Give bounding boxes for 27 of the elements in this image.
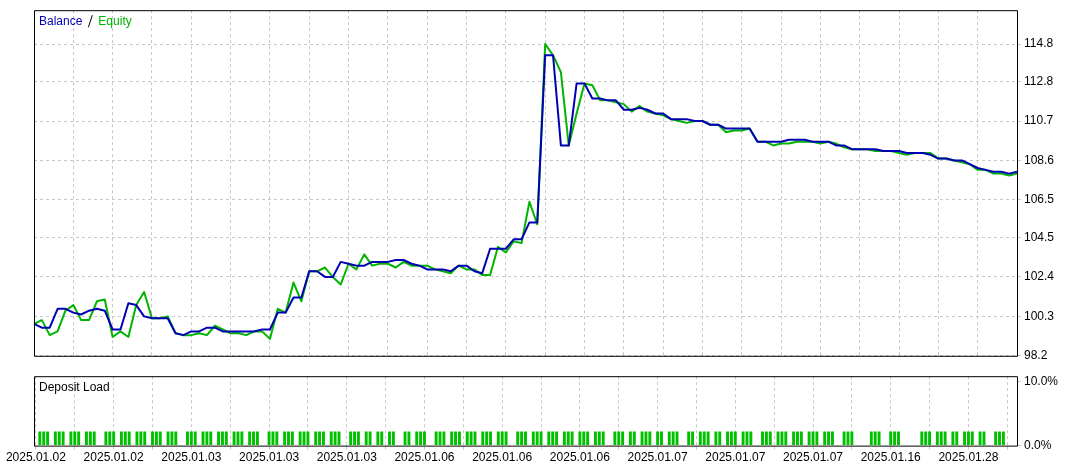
y-tick-label: 0.0%	[1024, 437, 1052, 452]
x-tick-label: 2025.01.03	[239, 450, 300, 465]
y-tick-label: 10.0%	[1024, 373, 1059, 388]
y-tick-label: 104.5	[1024, 229, 1055, 244]
y-tick-label: 108.6	[1024, 152, 1055, 167]
x-tick-label: 2025.01.02	[5, 450, 67, 465]
text: Balance	[39, 13, 83, 28]
x-tick-label: 2025.01.06	[549, 450, 611, 465]
y-tick-label: 102.4	[1024, 269, 1055, 284]
x-tick-label: 2025.01.02	[83, 450, 144, 465]
text: Equity	[98, 13, 132, 28]
y-tick-label: 110.7	[1024, 113, 1054, 128]
chart-title: Deposit Load	[39, 379, 110, 394]
x-tick-label: 2025.01.16	[860, 450, 922, 465]
x-tick-label: 2025.01.03	[316, 450, 378, 465]
x-tick-label: 2025.01.07	[705, 450, 766, 465]
x-tick-label: 2025.01.07	[782, 450, 844, 465]
x-tick-label: 2025.01.07	[627, 450, 688, 465]
y-tick-label: 112.8	[1024, 73, 1054, 88]
x-tick-label: 2025.01.06	[472, 450, 533, 465]
y-tick-label: 100.3	[1024, 308, 1055, 323]
x-tick-label: 2025.01.03	[161, 450, 222, 465]
y-tick-label: 98.2	[1024, 348, 1048, 363]
x-tick-label: 2025.01.28	[938, 450, 999, 465]
y-tick-label: 114.8	[1024, 36, 1054, 51]
y-tick-label: 106.5	[1024, 192, 1055, 207]
x-tick-label: 2025.01.06	[394, 450, 455, 465]
